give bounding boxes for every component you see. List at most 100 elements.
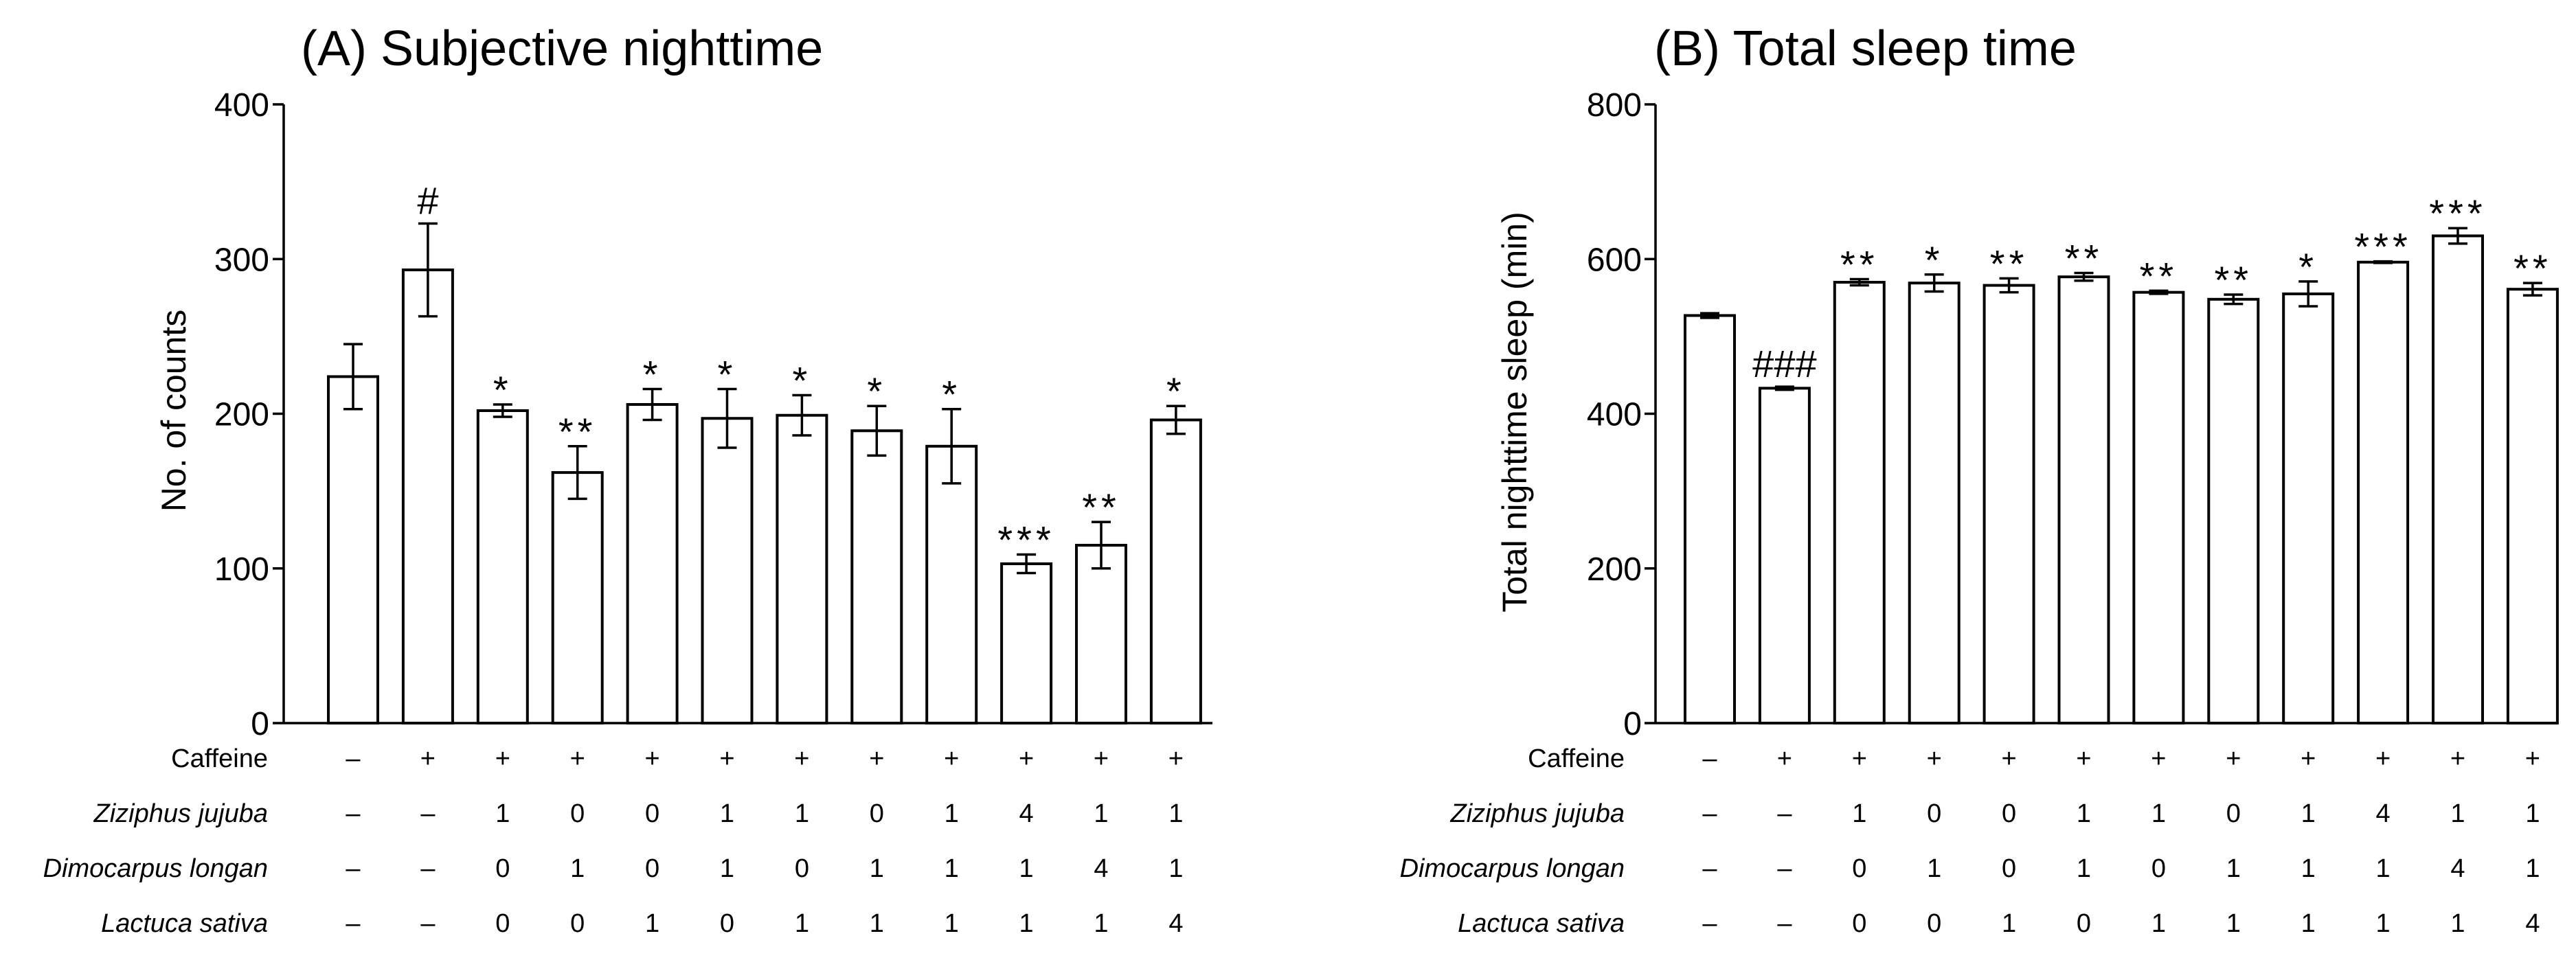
panel-b-treatment-value: 0: [1852, 909, 1866, 938]
panel-b-bar: [1758, 387, 1811, 724]
panel-a-treatment-row-label: Lactuca sativa: [101, 909, 268, 938]
panel-a-bar: [776, 413, 828, 724]
panel-a-treatment-value: +: [644, 744, 659, 773]
panel-a-treatment-row-label: Ziziphus jujuba: [93, 799, 268, 828]
panel-b-treatment-value: 0: [2002, 854, 2016, 883]
panel-b-treatment-value: 1: [1852, 799, 1866, 828]
panel-b-treatment-value: +: [2226, 744, 2241, 773]
panel-a-significance-label: *: [942, 373, 961, 416]
panel-b-bar: [2506, 288, 2559, 724]
panel-b-significance-label: **: [2140, 254, 2178, 297]
panel-b-bar: [1684, 314, 1736, 724]
panel-a-y-tick-label: 200: [214, 397, 269, 433]
panel-a-treatment-value: 0: [495, 909, 510, 938]
panel-a-treatment-value: –: [420, 909, 436, 938]
panel-a-treatment-value: +: [1168, 744, 1184, 773]
panel-b-y-axis-label: Total nighttime sleep (min): [1495, 212, 1534, 613]
panel-a-treatment-value: 0: [795, 854, 809, 883]
panel-a-bar: [327, 375, 379, 724]
panel-a-y-tick-label: 0: [251, 706, 269, 742]
panel-b-treatment-value: 1: [2301, 854, 2316, 883]
panel-b-significance-label: ###: [1752, 342, 1816, 385]
panel-a-treatment-value: +: [794, 744, 809, 773]
panel-b-y-tick-label: 600: [1587, 242, 1642, 278]
panel-a-treatment-value: 1: [1168, 854, 1183, 883]
panel-b-treatment-value: +: [1852, 744, 1867, 773]
panel-b: (B) Total sleep time Total nighttime sle…: [1400, 21, 2559, 938]
panel-b-treatment-value: 4: [2525, 909, 2540, 938]
panel-b-significance-label: **: [2513, 247, 2552, 290]
panel-a-treatment-value: 1: [570, 854, 585, 883]
panel-a-treatment-value: 4: [1094, 854, 1108, 883]
panel-a-significance-label: *: [793, 358, 812, 402]
panel-b-treatment-value: +: [2450, 744, 2465, 773]
panel-a-treatment-value: +: [719, 744, 734, 773]
panel-b-bar: [2057, 275, 2110, 724]
panel-a-treatment-value: –: [346, 909, 361, 938]
panel-b-treatment-value: 1: [2376, 854, 2391, 883]
panel-a-treatment-row-label: Dimocarpus longan: [43, 854, 268, 883]
panel-b-treatment-value: –: [1777, 799, 1792, 828]
panel-a-significance-label: **: [1082, 486, 1120, 529]
panel-a-treatment-value: –: [346, 854, 361, 883]
panel-b-treatment-value: +: [1777, 744, 1792, 773]
panel-b-treatment-value: 4: [2376, 799, 2391, 828]
panel-a-bar: [1149, 418, 1202, 724]
panel-a-treatment-row-label: Caffeine: [171, 744, 268, 773]
panel-a-treatment-value: 0: [645, 799, 659, 828]
panel-a-treatment-value: +: [495, 744, 510, 773]
panel-a-treatment-value: 1: [795, 799, 809, 828]
panel-b-treatment-value: 1: [2077, 854, 2091, 883]
panel-a-treatment-value: 1: [870, 909, 884, 938]
panel-a-significance-label: *: [643, 352, 662, 396]
panel-b-bar: [1982, 284, 2035, 725]
panel-a-treatment-value: +: [944, 744, 959, 773]
panel-a-y-tick-label: 100: [214, 551, 269, 588]
panel-b-treatment-value: –: [1702, 799, 1717, 828]
panel-a-treatment-value: 1: [720, 799, 734, 828]
panel-b-treatment-value: +: [2375, 744, 2391, 773]
panel-a-y-axis-label: No. of counts: [155, 310, 193, 512]
panel-a-treatment-value: –: [420, 799, 436, 828]
panel-b-bar: [2132, 290, 2185, 724]
panel-a-treatment-value: 1: [795, 909, 809, 938]
panel-a-treatment-value: 1: [1094, 909, 1108, 938]
panel-a-treatment-value: 4: [1019, 799, 1034, 828]
panel-b-significance-label: *: [2298, 245, 2318, 288]
panel-b-treatment-value: 1: [2450, 799, 2465, 828]
panel-a-treatment-value: 1: [1094, 799, 1108, 828]
panel-a-treatment-value: 1: [945, 799, 959, 828]
panel-a-bar: [401, 269, 454, 724]
panel-b-significance-label: **: [1990, 242, 2029, 285]
panel-b-treatment-value: 0: [2077, 909, 2091, 938]
panel-b-significance-label: **: [2215, 258, 2253, 301]
panel-b-treatment-value: 1: [2301, 909, 2316, 938]
panel-a-y-tick-label: 300: [214, 242, 269, 278]
panel-a-bar: [551, 471, 604, 724]
panel-b-treatment-value: 1: [2002, 909, 2016, 938]
panel-a-bar: [626, 402, 679, 724]
panel-b-y-tick-label: 800: [1587, 87, 1642, 124]
panel-b-y-tick-label: 0: [1623, 706, 1642, 742]
panel-a-treatment-value: 1: [1168, 799, 1183, 828]
panel-a-bar: [476, 409, 529, 724]
panel-b-bar: [2432, 234, 2484, 724]
panel-a-significance-label: *: [867, 369, 886, 413]
panel-a-treatment-value: +: [869, 744, 884, 773]
panel-a-treatment-value: +: [1094, 744, 1109, 773]
panel-a-significance-label: *: [493, 368, 512, 411]
panel-a-bar: [1075, 543, 1127, 725]
panel-b-treatment-row-label: Caffeine: [1528, 744, 1625, 773]
panel-a-treatment-value: 0: [720, 909, 734, 938]
panel-b-significance-label: ***: [2354, 225, 2411, 269]
panel-b-bar: [2207, 297, 2260, 724]
panel-a-treatment-value: 0: [645, 854, 659, 883]
panel-a-significance-label: #: [417, 179, 438, 222]
panel-b-significance-label: **: [1840, 243, 1879, 286]
panel-a-treatment-value: 1: [1019, 909, 1034, 938]
panel-b-title: (B) Total sleep time: [1654, 21, 2077, 76]
panel-b-treatment-value: –: [1702, 909, 1717, 938]
panel-b-significance-label: **: [2065, 237, 2103, 280]
